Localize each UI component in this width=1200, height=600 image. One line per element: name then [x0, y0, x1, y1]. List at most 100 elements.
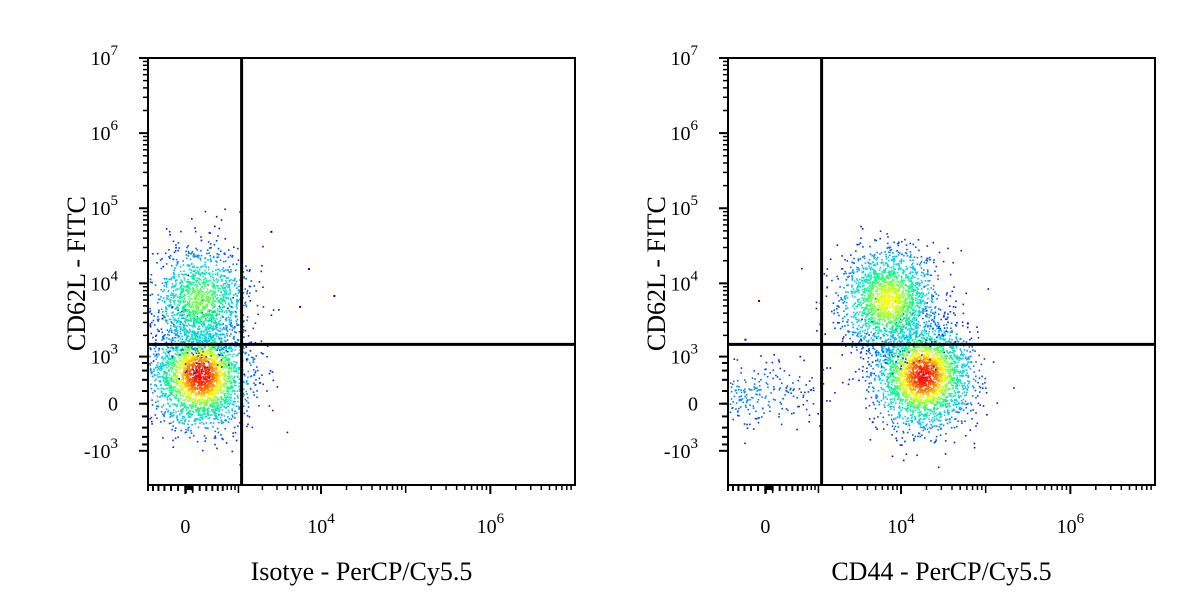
event-dot	[202, 324, 205, 327]
event-dot	[249, 387, 252, 390]
event-dot	[178, 320, 181, 323]
event-dot	[189, 338, 191, 341]
event-dot	[149, 325, 152, 328]
event-dot	[198, 283, 201, 285]
event-dot	[188, 364, 191, 366]
event-dot	[924, 414, 926, 416]
event-dot	[210, 327, 213, 330]
event-dot	[216, 385, 219, 388]
event-dot	[227, 298, 230, 300]
event-dot	[160, 411, 163, 413]
event-dot	[242, 314, 245, 316]
event-dot	[152, 319, 155, 322]
event-dot	[242, 271, 245, 273]
event-dot	[163, 316, 166, 319]
event-dot	[192, 287, 195, 290]
event-dot	[201, 340, 203, 343]
event-dot	[192, 401, 195, 404]
event-dot	[246, 393, 248, 395]
event-dot	[165, 310, 168, 313]
event-dot	[220, 308, 223, 311]
event-dot	[224, 282, 226, 285]
event-dot	[174, 396, 177, 399]
event-dot	[902, 360, 904, 363]
event-dot	[188, 348, 191, 351]
isotype-x-axis-ticks: 0 104 106	[147, 485, 572, 538]
event-dot	[210, 400, 213, 402]
event-dot	[212, 402, 214, 405]
event-dot	[219, 310, 221, 313]
event-dot	[196, 358, 198, 361]
event-dot	[199, 287, 202, 290]
event-dot	[226, 385, 229, 388]
event-dot	[163, 365, 166, 367]
event-dot	[172, 421, 175, 423]
event-dot	[181, 341, 183, 344]
event-dot	[212, 273, 214, 276]
event-dot	[191, 358, 194, 361]
event-dot	[238, 408, 240, 410]
event-dot	[231, 355, 234, 357]
event-dot	[225, 378, 227, 380]
event-dot	[172, 339, 174, 341]
event-dot	[219, 366, 221, 368]
event-dot	[157, 315, 159, 318]
event-dot	[217, 320, 220, 323]
event-dot	[202, 356, 204, 359]
event-dot	[212, 325, 214, 328]
event-dot	[186, 372, 189, 375]
event-dot	[168, 338, 171, 341]
event-dot	[168, 305, 170, 308]
event-dot	[204, 354, 206, 357]
event-dot	[228, 288, 231, 290]
event-dot	[189, 283, 192, 286]
event-dot	[926, 364, 929, 366]
event-dot	[214, 225, 216, 228]
event-dot	[201, 307, 204, 309]
event-dot	[224, 428, 226, 430]
event-dot	[220, 363, 223, 365]
event-dot	[157, 371, 159, 374]
event-dot	[879, 371, 881, 373]
event-dot	[182, 314, 184, 316]
event-dot	[202, 296, 204, 298]
event-dot	[874, 407, 877, 410]
event-dot	[185, 328, 187, 331]
event-dot	[216, 272, 219, 274]
event-dot	[904, 362, 907, 365]
event-dot	[890, 369, 893, 372]
event-dot	[172, 403, 174, 405]
event-dot	[229, 382, 232, 385]
event-dot	[224, 290, 226, 292]
event-dot	[194, 406, 197, 408]
event-dot	[237, 339, 239, 341]
event-dot	[209, 232, 211, 234]
event-dot	[179, 326, 182, 328]
event-dot	[186, 319, 189, 321]
event-dot	[212, 278, 215, 281]
event-dot	[231, 403, 234, 406]
event-dot	[235, 345, 238, 347]
event-dot	[893, 418, 895, 420]
event-dot	[201, 394, 203, 397]
event-dot	[191, 413, 194, 415]
event-dot	[156, 252, 159, 255]
event-dot	[206, 352, 209, 355]
flow-plot-isotype: 0 104 106 -103 0 103 104 105 106 107 Isotye - Pe…	[62, 43, 576, 586]
event-dot	[210, 348, 213, 351]
event-dot	[950, 416, 953, 418]
event-dot	[922, 361, 924, 363]
event-dot	[169, 234, 171, 236]
event-dot	[204, 427, 207, 429]
event-dot	[221, 323, 223, 326]
event-dot	[183, 390, 185, 392]
event-dot	[887, 357, 889, 359]
event-dot	[190, 292, 193, 295]
event-dot	[203, 366, 206, 369]
event-dot	[230, 347, 233, 349]
event-dot	[247, 354, 250, 356]
event-dot	[199, 358, 201, 361]
event-dot	[216, 406, 218, 409]
event-dot	[176, 329, 179, 332]
event-dot	[215, 369, 217, 371]
